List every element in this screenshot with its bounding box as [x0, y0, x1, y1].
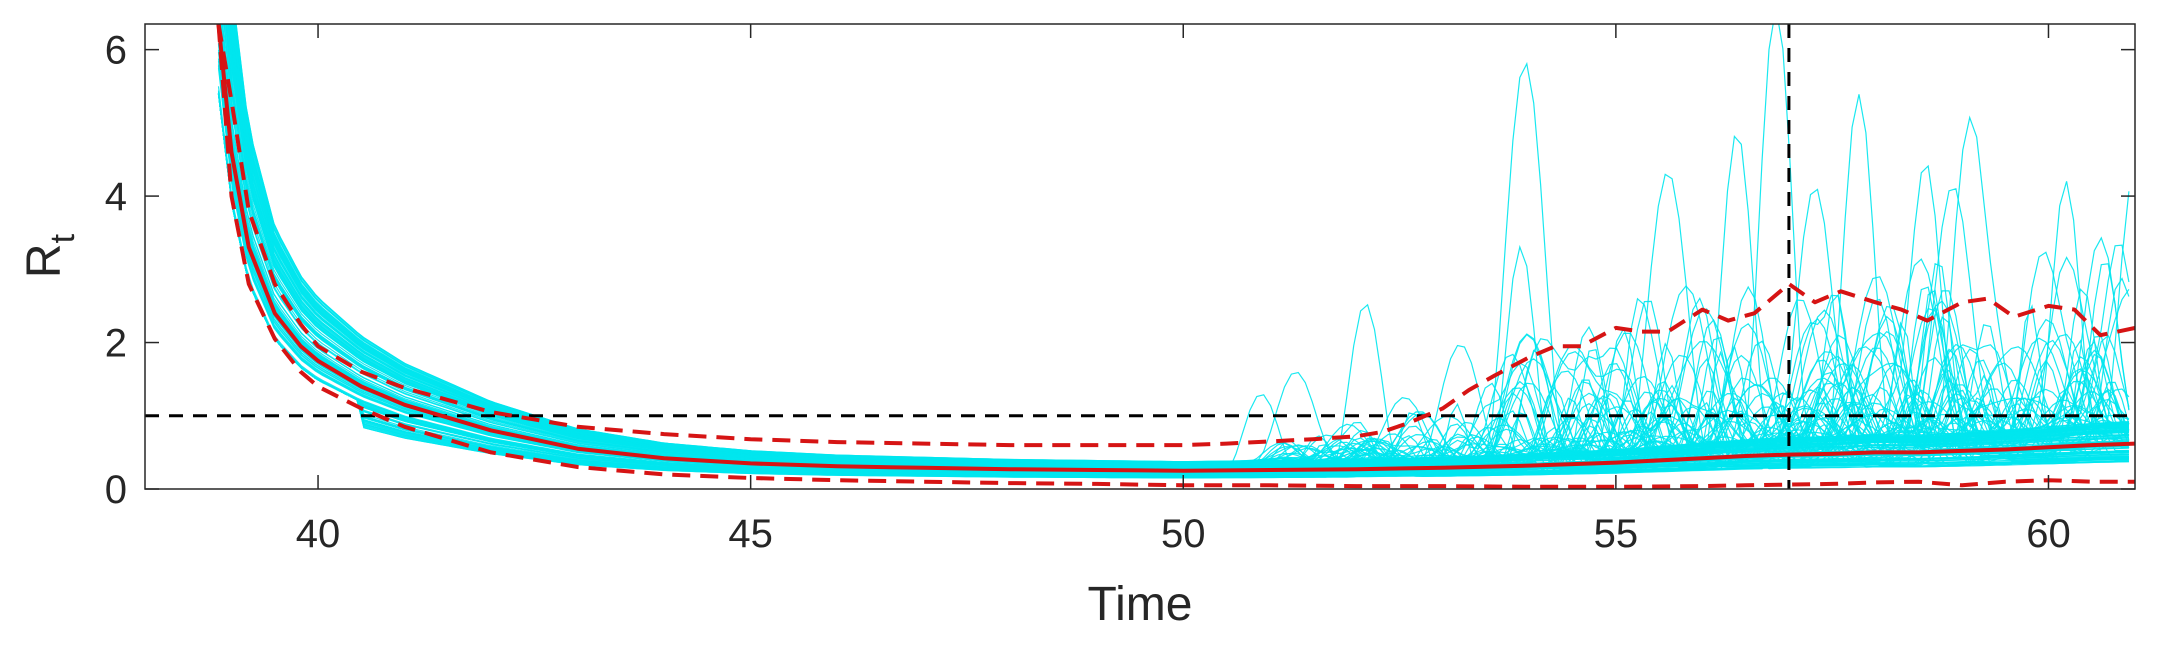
y-tick-label: 0 [105, 468, 127, 512]
x-axis-label: Time [1088, 578, 1193, 631]
median-line [216, 24, 2135, 473]
x-tick-label: 60 [2026, 512, 2071, 556]
sample-trajectory [217, 93, 2129, 475]
y-axis-label-main: R [18, 243, 71, 278]
sample-trajectory [217, 93, 2129, 478]
y-axis-label-sub: t [44, 233, 82, 243]
sample-trajectory [228, 24, 2129, 467]
axes: 40 45 50 55 60 0 2 4 6 [105, 24, 2135, 556]
sample-trajectory [217, 93, 2129, 477]
plot-frame [144, 23, 2136, 490]
x-tick-label: 40 [296, 512, 341, 556]
reference-lines [145, 24, 2135, 489]
x-tick-label: 45 [728, 512, 773, 556]
x-tick-label: 55 [1594, 512, 1639, 556]
sample-trajectory [217, 93, 2130, 478]
x-tick-label: 50 [1161, 512, 1206, 556]
y-tick-label: 2 [105, 322, 127, 366]
y-tick-label: 6 [105, 29, 127, 73]
sample-trajectory [224, 24, 2129, 469]
y-axis-label: Rt [18, 233, 82, 278]
y-tick-label: 4 [105, 175, 127, 219]
upper-bound-line [216, 24, 2135, 448]
